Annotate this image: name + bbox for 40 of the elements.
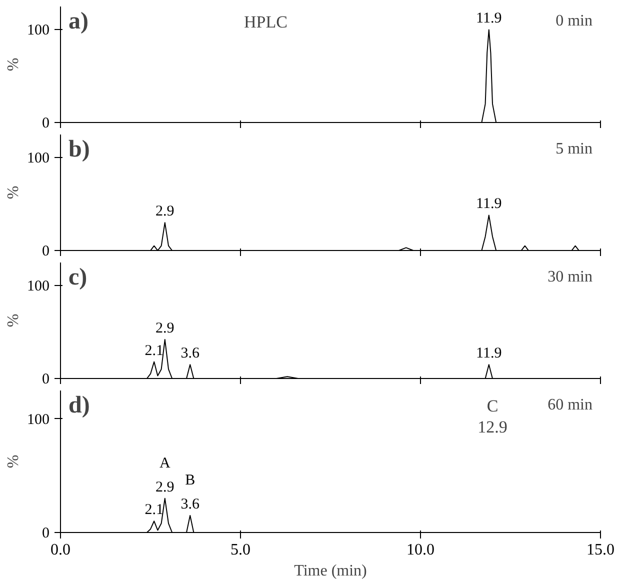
chart-subtitle: 5 min (556, 140, 592, 158)
annotation: HPLC (244, 12, 288, 32)
y-axis-title: % (5, 314, 22, 328)
annotation: 11.9 (476, 346, 502, 362)
y-tick-label: 100 (27, 150, 50, 167)
y-tick-label: 0 (42, 372, 50, 388)
annotation: B (185, 472, 196, 488)
annotation: 2.1 (144, 502, 164, 518)
x-tick-label: 15.0 (586, 542, 614, 558)
annotation: A (159, 455, 170, 472)
annotation: 2.1 (144, 342, 164, 359)
y-tick-label: 0 (42, 526, 50, 542)
y-tick-label: 0 (42, 116, 50, 132)
annotation: 2.9 (156, 479, 174, 496)
y-tick-label: 100 (27, 412, 50, 428)
annotation: 11.9 (476, 10, 502, 27)
x-tick-label: 5.0 (230, 542, 250, 558)
annotation: C (486, 396, 498, 416)
annotation: 12.9 (478, 418, 508, 436)
x-axis-title: Time (min) (294, 562, 367, 580)
chart-subtitle: 0 min (556, 12, 592, 30)
chart-subtitle: 60 min (548, 396, 592, 414)
chart-title: a) (68, 8, 88, 34)
y-tick-label: 100 (27, 278, 50, 295)
annotation: 3.6 (180, 346, 200, 362)
y-tick-label: 0 (42, 244, 50, 260)
annotation: 2.9 (156, 204, 174, 220)
x-tick-label: 0.0 (50, 542, 70, 558)
y-tick-label: 100 (27, 22, 50, 39)
chart-subtitle: 30 min (548, 268, 592, 286)
chart-title: d) (68, 392, 90, 418)
y-axis-title: % (5, 58, 22, 72)
y-axis-title: % (5, 454, 22, 468)
x-tick-label: 10.0 (406, 542, 434, 558)
annotation: 11.9 (476, 196, 502, 212)
chart-title: b) (68, 136, 90, 162)
annotation: 3.6 (180, 496, 200, 512)
annotation: 2.9 (156, 320, 174, 337)
chart-title: c) (68, 264, 88, 290)
y-axis-title: % (5, 186, 22, 200)
